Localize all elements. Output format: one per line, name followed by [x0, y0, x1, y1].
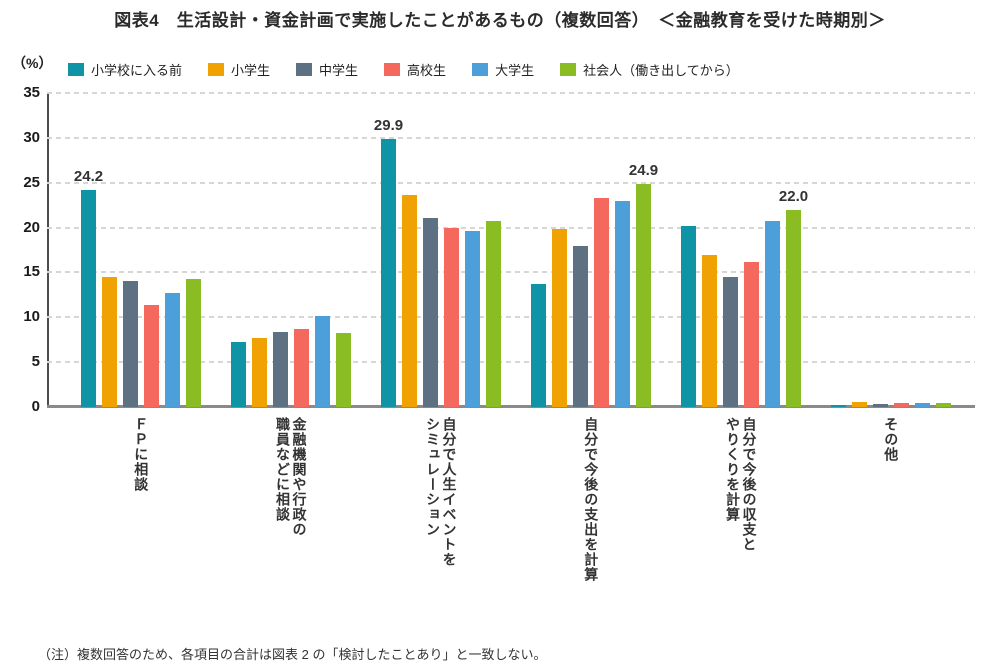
legend-label: 中学生: [319, 63, 359, 78]
legend-swatch-icon: [296, 63, 313, 76]
category-label-0: ＦＰに相談: [133, 417, 150, 492]
y-tick-5: 5: [31, 353, 40, 371]
bar-小学生-cat1: [252, 337, 267, 407]
bar-社会人（働き出してから）-cat1: [336, 332, 351, 407]
bar-小学生-cat4: [702, 254, 717, 407]
bar-小学校に入る前-cat1: [231, 341, 246, 407]
y-tick-35: 35: [23, 84, 40, 101]
chart-title: 図表4 生活設計・資金計画で実施したことがあるもの（複数回答） ＜金融教育を受け…: [114, 11, 886, 30]
bar-社会人（働き出してから）-cat3: [636, 183, 651, 407]
bar-小学生-cat3: [552, 229, 567, 407]
legend-label: 社会人（働き出してから）: [583, 63, 739, 78]
legend-label: 小学生: [231, 63, 271, 78]
gridline-20: [47, 226, 975, 229]
bar-小学校に入る前-cat3: [531, 284, 546, 407]
gridline-25: [47, 181, 975, 184]
legend-label: 高校生: [407, 63, 447, 78]
x-axis-line: [47, 405, 975, 408]
bar-社会人（働き出してから）-cat5: [936, 403, 951, 407]
category-label-4: 自分で今後の収支と やりくりを計算: [725, 417, 758, 552]
footnote: （注）複数回答のため、各項目の合計は図表 2 の「検討したことあり」と一致しない…: [38, 647, 547, 662]
gridline-35: [47, 92, 975, 94]
bar-大学生-cat5: [915, 403, 930, 407]
y-axis-unit-label: （%）: [12, 55, 53, 71]
bar-小学校に入る前-cat0: [81, 189, 96, 407]
legend-swatch-icon: [384, 63, 401, 76]
y-tick-15: 15: [23, 263, 40, 281]
legend-swatch-icon: [472, 63, 489, 76]
y-tick-25: 25: [23, 173, 40, 191]
legend-swatch-icon: [560, 63, 577, 76]
bar-小学校に入る前-cat4: [681, 225, 696, 407]
bar-大学生-cat3: [615, 200, 630, 407]
gridline-5: [47, 361, 975, 364]
legend-item-2: 中学生: [296, 60, 358, 79]
legend-item-5: 社会人（働き出してから）: [560, 60, 739, 79]
bar-社会人（働き出してから）-cat0: [186, 278, 201, 407]
bar-小学生-cat0: [102, 276, 117, 407]
bar-高校生-cat1: [294, 328, 309, 407]
bar-中学生-cat3: [573, 245, 588, 407]
bar-中学生-cat4: [723, 276, 738, 407]
bar-高校生-cat4: [744, 261, 759, 407]
y-tick-0: 0: [31, 398, 40, 415]
bar-中学生-cat2: [423, 217, 438, 407]
data-label: 22.0: [778, 187, 809, 205]
bar-中学生-cat5: [873, 404, 888, 407]
legend-swatch-icon: [68, 63, 84, 76]
legend-item-3: 高校生: [384, 60, 446, 79]
bar-大学生-cat4: [765, 221, 780, 407]
bar-高校生-cat2: [444, 228, 459, 407]
bar-小学生-cat2: [402, 195, 417, 407]
legend-item-4: 大学生: [472, 60, 534, 79]
gridline-30: [47, 136, 975, 139]
y-tick-10: 10: [23, 308, 40, 326]
legend-label: 大学生: [495, 63, 535, 78]
y-axis-line: [47, 93, 49, 407]
data-label: 29.9: [373, 116, 404, 134]
y-tick-30: 30: [23, 128, 40, 146]
category-label-3: 自分で今後の支出を計算: [583, 417, 600, 582]
bar-中学生-cat1: [273, 331, 288, 407]
y-tick-20: 20: [23, 218, 40, 236]
data-label: 24.9: [628, 161, 659, 179]
plot-area: 24.2 29.9 24.9 22.0: [47, 92, 975, 408]
legend-item-0: 小学校に入る前: [68, 60, 182, 79]
legend: 小学校に入る前 小学生 中学生 高校生 大学生 社会人（働き出してから）: [68, 60, 739, 79]
gridline-10: [47, 316, 975, 319]
bar-小学校に入る前-cat2: [381, 138, 396, 407]
bar-大学生-cat2: [465, 231, 480, 407]
legend-label: 小学校に入る前: [91, 63, 183, 78]
category-label-5: その他: [883, 417, 900, 462]
bar-社会人（働き出してから）-cat2: [486, 221, 501, 407]
bar-高校生-cat5: [894, 403, 909, 407]
bar-大学生-cat0: [165, 293, 180, 407]
bar-小学校に入る前-cat5: [831, 405, 846, 407]
bar-社会人（働き出してから）-cat4: [786, 209, 801, 407]
category-label-1: 金融機関や行政の 職員などに相談: [275, 417, 308, 537]
legend-item-1: 小学生: [208, 60, 270, 79]
bar-大学生-cat1: [315, 316, 330, 407]
gridline-15: [47, 271, 975, 274]
bar-高校生-cat3: [594, 197, 609, 407]
legend-swatch-icon: [208, 63, 225, 76]
bar-高校生-cat0: [144, 304, 159, 407]
category-label-2: 自分で人生イベントを シミュレーション: [425, 417, 458, 567]
bar-小学生-cat5: [852, 401, 867, 407]
bar-中学生-cat0: [123, 280, 138, 407]
data-label: 24.2: [73, 167, 104, 185]
